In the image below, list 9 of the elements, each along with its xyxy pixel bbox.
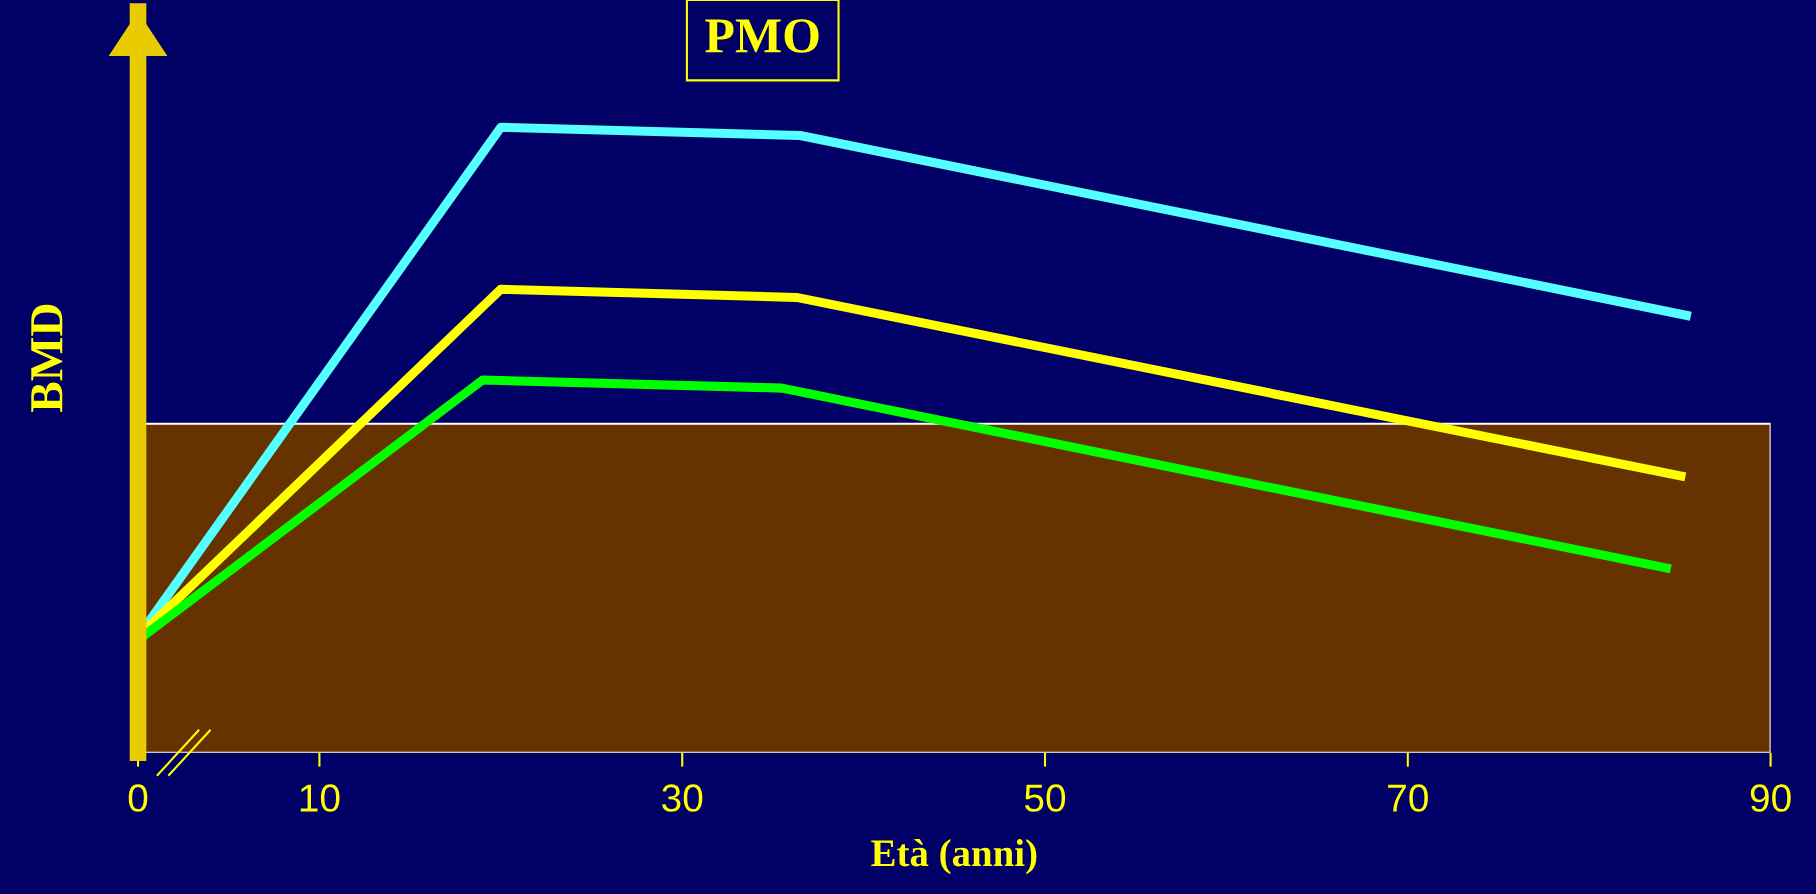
x-tick-label: 0 xyxy=(128,784,148,812)
x-tick-label: 10 xyxy=(300,784,340,812)
x-tick-label: 70 xyxy=(1388,784,1428,812)
chart-title: PMO xyxy=(705,19,819,53)
y-axis-title: BMD xyxy=(31,304,63,412)
x-tick-label: 30 xyxy=(662,784,703,812)
x-tick-label: 90 xyxy=(1750,784,1791,812)
x-tick-label: 50 xyxy=(1024,784,1066,812)
x-axis-title: Età (anni) xyxy=(871,839,1037,875)
